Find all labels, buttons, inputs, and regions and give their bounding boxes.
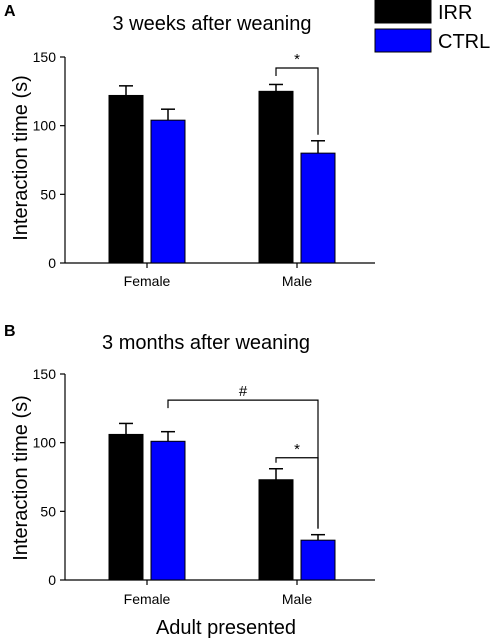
panel-b-x-tick-label: Male bbox=[282, 591, 313, 607]
panel-b-y-tick-label: 50 bbox=[40, 503, 56, 519]
panel-b-bar-ctrl-male bbox=[300, 539, 336, 581]
panel-a-plot: 0 50 100 150 Female Male * bbox=[33, 49, 375, 289]
panel-a-title: 3 weeks after weaning bbox=[112, 13, 311, 35]
x-axis-title: Adult presented bbox=[156, 617, 296, 639]
legend: IRR CTRL bbox=[374, 0, 490, 53]
legend-swatch-irr bbox=[374, 0, 432, 24]
legend-swatch-ctrl bbox=[374, 28, 432, 53]
panel-a-ylabel: Interaction time (s) bbox=[10, 75, 32, 241]
panel-a-y-tick-label: 100 bbox=[33, 118, 57, 134]
panel-b-ylabel: Interaction time (s) bbox=[10, 395, 32, 561]
panel-a-y-tick-label: 50 bbox=[40, 186, 56, 202]
panel-a-y-tick-label: 0 bbox=[48, 255, 56, 271]
panel-b-significance-label: # bbox=[239, 383, 248, 400]
panel-b-x-tick-label: Female bbox=[124, 591, 171, 607]
panel-a-bar-ctrl-female bbox=[150, 119, 186, 264]
panel-b-significance-bracket bbox=[275, 457, 319, 529]
panel-a-bar-ctrl-male bbox=[300, 152, 336, 264]
panel-a-significance-label: * bbox=[294, 51, 300, 68]
panel-a-bar-irr-male bbox=[258, 90, 294, 264]
panel-b-title: 3 months after weaning bbox=[102, 332, 310, 354]
panel-a-significance-bracket bbox=[275, 67, 319, 135]
panel-b-y-tick-label: 0 bbox=[48, 572, 56, 588]
panel-b-plot: 0 50 100 150 Female Male # * bbox=[33, 366, 375, 607]
panel-b-bar-ctrl-female bbox=[150, 440, 186, 581]
panel-b-y-tick-label: 100 bbox=[33, 435, 57, 451]
panel-b-bar-irr-female bbox=[108, 433, 144, 581]
legend-label-irr: IRR bbox=[438, 2, 472, 24]
panel-a-label: A bbox=[4, 3, 16, 20]
panel-a-x-tick-label: Male bbox=[282, 273, 313, 289]
panel-a-bar-irr-female bbox=[108, 94, 144, 264]
legend-label-ctrl: CTRL bbox=[438, 31, 490, 53]
panel-a-x-tick-label: Female bbox=[124, 273, 171, 289]
panel-a-y-tick-label: 150 bbox=[33, 49, 57, 65]
panel-b-significance-bracket bbox=[167, 399, 319, 529]
panel-b-bar-irr-male bbox=[258, 479, 294, 581]
panel-b-y-tick-label: 150 bbox=[33, 366, 57, 382]
panel-b-significance-label: * bbox=[294, 441, 300, 458]
panel-b-label: B bbox=[4, 323, 16, 340]
